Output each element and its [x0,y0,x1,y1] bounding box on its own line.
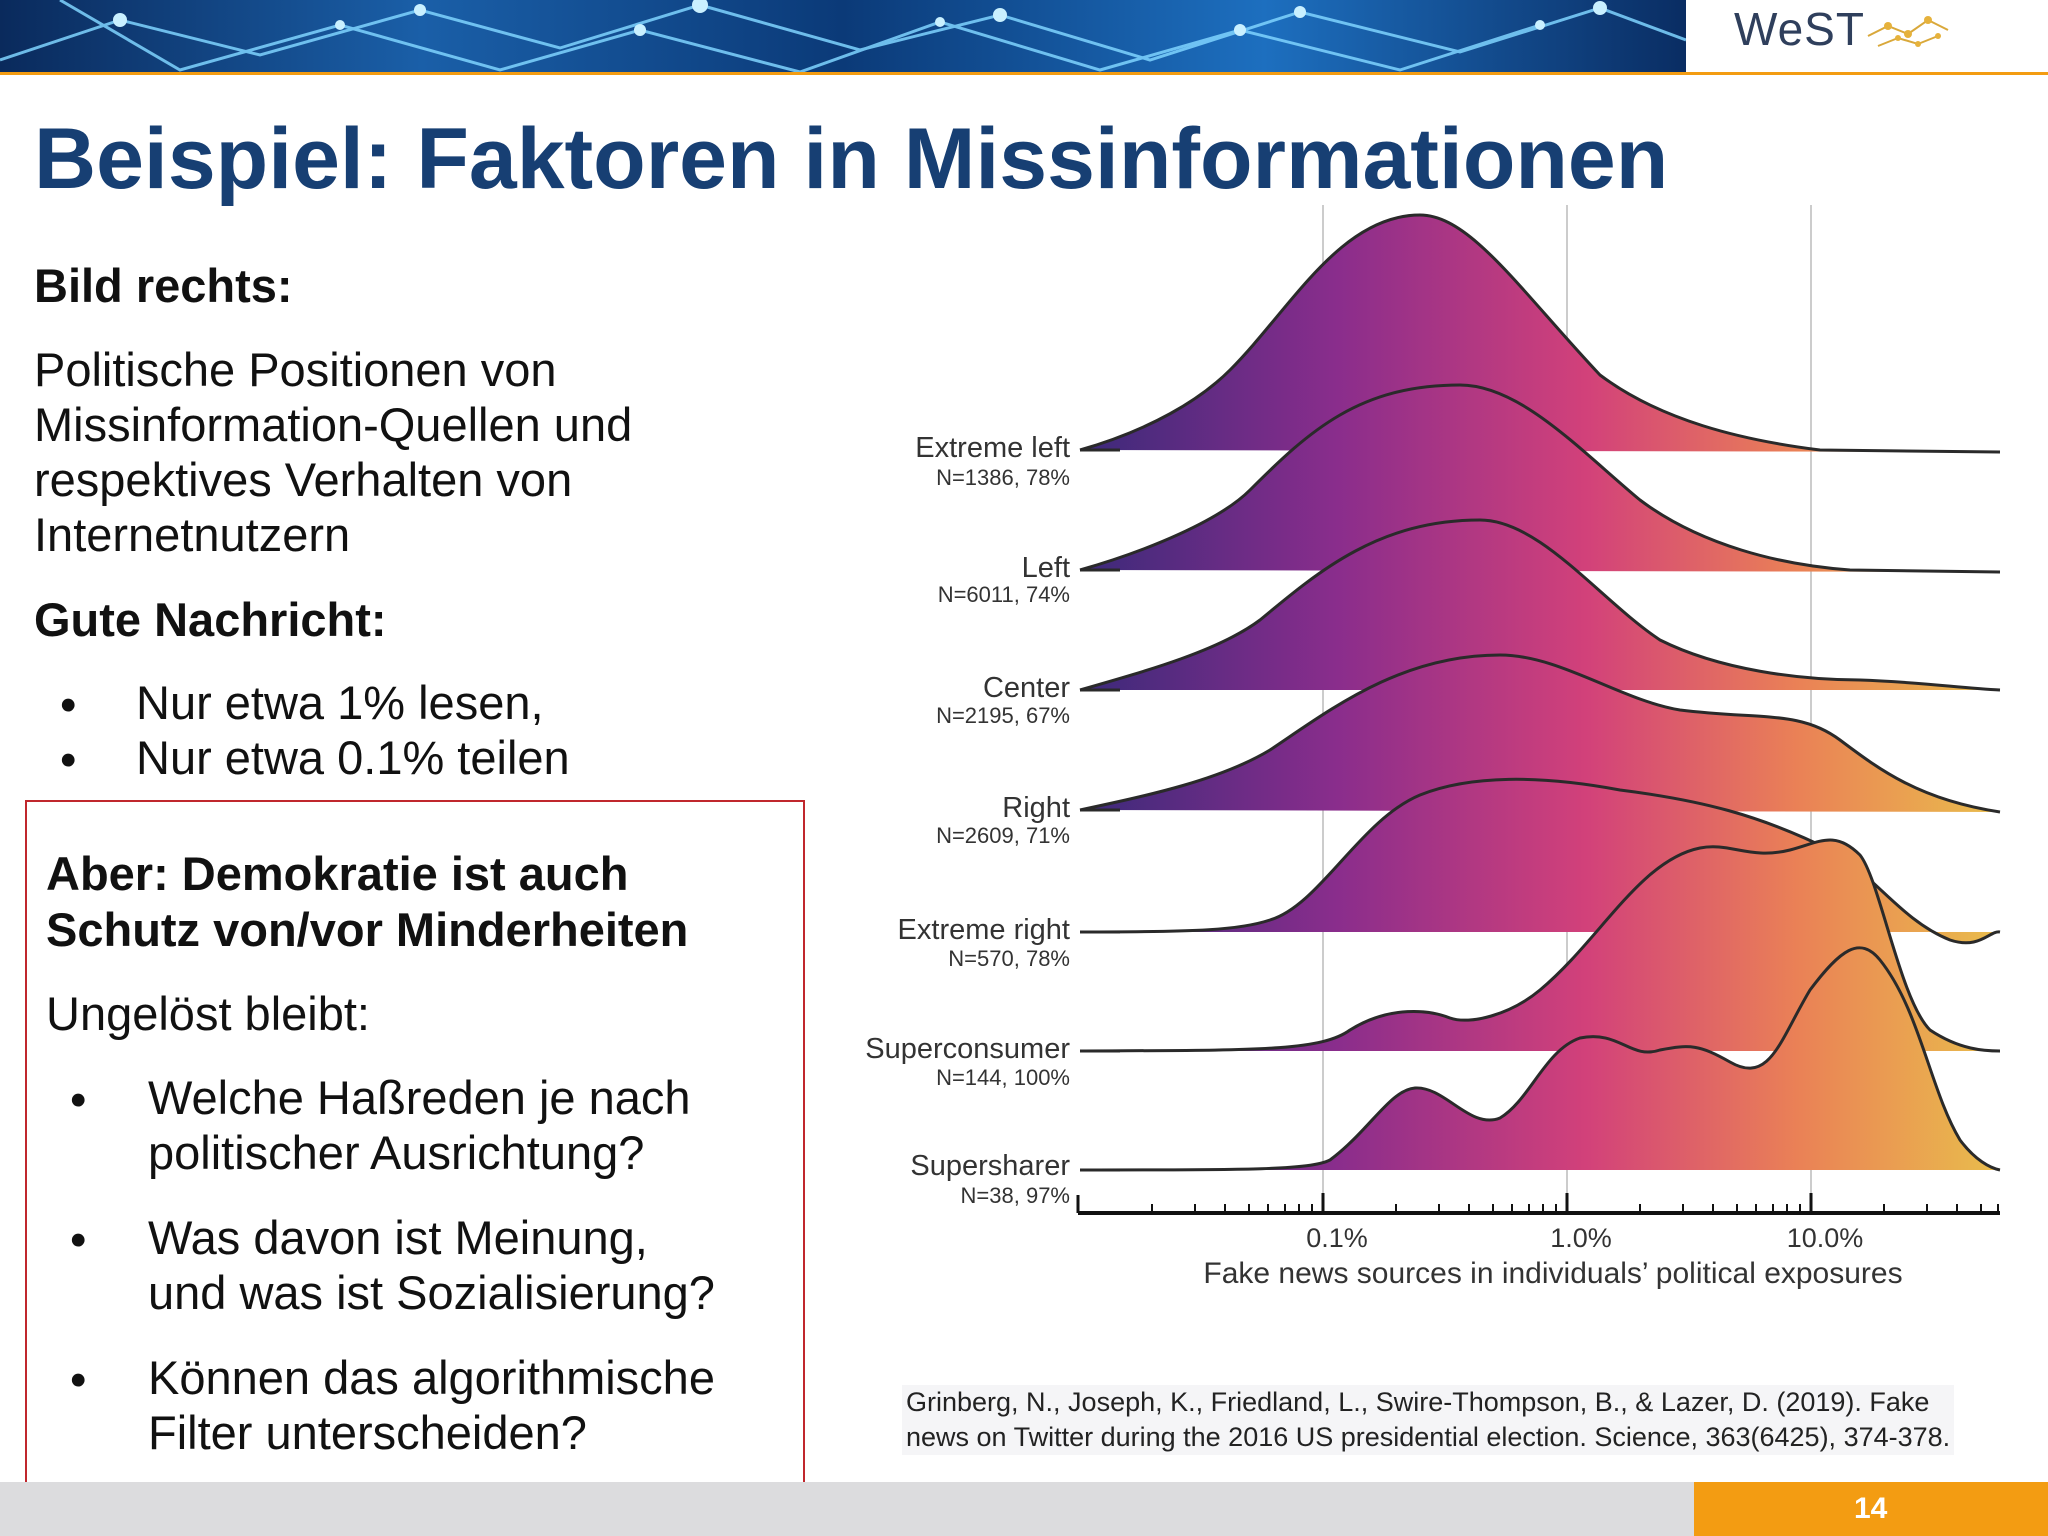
bullet-item: Nur etwa 1% lesen, [136,676,544,729]
ridgeline-chart: Extreme left N=1386, 78% Left N=6011, 74… [865,205,2001,1290]
header-divider [0,72,2048,75]
series-label: Right [1002,792,1070,824]
heading-gute-nachricht: Gute Nachricht: [34,593,387,646]
bullet-line: Können das algorithmische [148,1351,715,1404]
x-tick-label: 10.0% [1787,1223,1864,1253]
page-number: 14 [1854,1492,1888,1525]
x-tick-label: 1.0% [1550,1223,1612,1253]
series-label: Extreme right [898,914,1070,946]
series-sublabel: N=570, 78% [948,946,1070,971]
ridge-left [1079,383,2001,574]
bullet-dot: • [60,733,77,786]
bullet-line: politischer Ausrichtung? [148,1126,645,1179]
x-axis [1076,1193,2000,1215]
series-sublabel: N=38, 97% [961,1183,1070,1208]
bullet-line: Was davon ist Meinung, [148,1211,648,1264]
box-heading-line: Aber: Demokratie ist auch [46,847,629,900]
footer-bar [0,1482,1694,1536]
page-title: Beispiel: Faktoren in Missinformationen [34,111,1669,207]
series-label: Left [1022,552,1070,584]
box-bullet-item: Was davon ist Meinung, und was ist Sozia… [148,1210,715,1320]
paragraph-line: Internetnutzern [34,508,351,561]
page-number-box: 14 [1694,1482,2048,1536]
box-bullet-item: Welche Haßreden je nach politischer Ausr… [148,1070,691,1180]
citation-line: news on Twitter during the 2016 US presi… [906,1422,1951,1452]
paragraph-line: Politische Positionen von [34,343,557,396]
series-label: Extreme left [915,432,1070,464]
series-sublabel: N=2195, 67% [936,703,1070,728]
x-axis-label: Fake news sources in individuals’ politi… [1203,1257,1902,1290]
series-sublabel: N=6011, 74% [938,582,1070,607]
series-sublabel: N=2609, 71% [936,823,1070,848]
paragraph-line: respektives Verhalten von [34,453,573,506]
network-graphic [0,0,1686,72]
description-paragraph: Politische Positionen von Missinformatio… [34,342,814,562]
logo-text: WeST [1734,3,1865,55]
ridge-superconsumer [1079,838,2001,1053]
bullet-line: Filter unterscheiden? [148,1406,587,1459]
ridge-extreme-left [1079,213,2001,454]
star-cluster-icon [1867,16,1949,47]
bullet-dot: • [70,1353,87,1406]
bullet-dot: • [70,1073,87,1126]
heading-bild-rechts: Bild rechts: [34,259,293,312]
series-label: Supersharer [910,1150,1070,1182]
ridges [1079,213,2001,1172]
citation: Grinberg, N., Joseph, K., Friedland, L.,… [902,1385,1955,1455]
paragraph-line: Missinformation-Quellen und [34,398,633,451]
citation-line: Grinberg, N., Joseph, K., Friedland, L.,… [906,1387,1930,1417]
bullet-item: Nur etwa 0.1% teilen [136,731,570,784]
box-bullet-item: Können das algorithmische Filter untersc… [148,1350,715,1460]
series-label: Center [983,672,1070,704]
ridge-supersharer [1079,946,2001,1172]
baselines [1080,448,1120,1172]
logo: WeST [1686,0,2048,72]
bullet-line: und was ist Sozialisierung? [148,1266,715,1319]
ridge-center [1079,518,2001,692]
series-sublabel: N=1386, 78% [936,465,1070,490]
ridge-right [1079,653,2001,814]
box-heading-line: Schutz von/vor Minderheiten [46,903,689,956]
bullet-line: Welche Haßreden je nach [148,1071,691,1124]
series-label: Superconsumer [865,1033,1070,1065]
x-tick-label: 0.1% [1306,1223,1368,1253]
bullet-dot: • [70,1213,87,1266]
box-intro: Ungelöst bleibt: [46,987,370,1040]
box-heading: Aber: Demokratie ist auch Schutz von/vor… [46,846,688,958]
series-sublabel: N=144, 100% [936,1065,1070,1090]
bullet-dot: • [60,678,77,731]
header-banner [0,0,1686,72]
